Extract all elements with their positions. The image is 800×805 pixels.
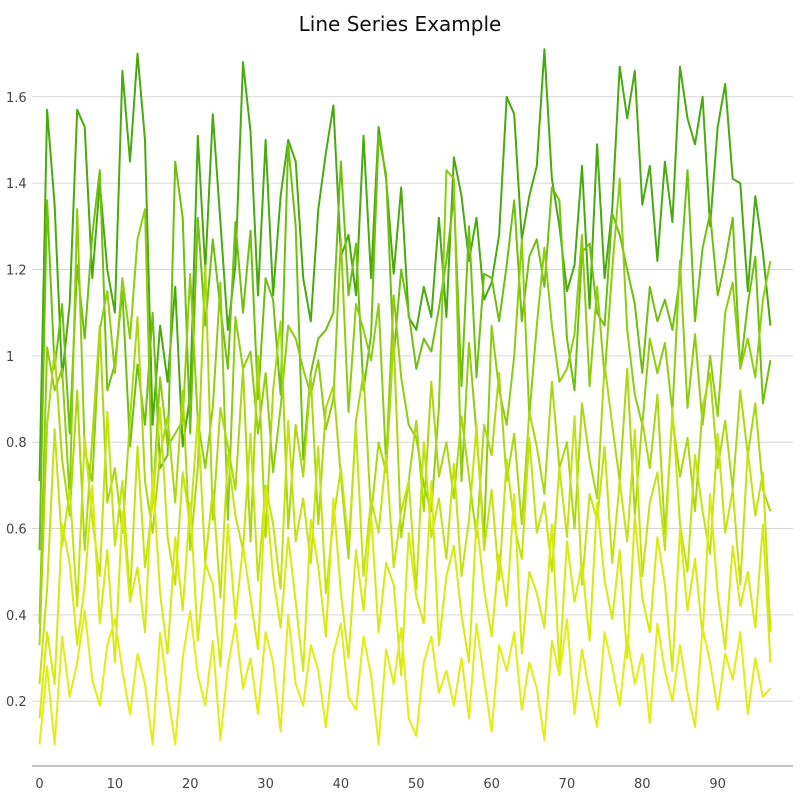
x-tick-label: 60 xyxy=(483,777,500,792)
y-tick-label: 1.2 xyxy=(6,264,27,279)
series-line-7 xyxy=(38,609,772,746)
y-axis-ticks: 0.2 0.4 0.6 0.8 1 1.2 1.4 1.6 xyxy=(6,91,27,710)
x-tick-label: 30 xyxy=(257,777,274,792)
series-line-6 xyxy=(38,471,772,719)
series-line-3 xyxy=(38,169,772,624)
series-lines xyxy=(38,48,772,746)
x-tick-label: 90 xyxy=(709,777,726,792)
x-axis-ticks: 0 10 20 30 40 50 60 70 80 90 xyxy=(35,777,726,792)
y-tick-label: 1 xyxy=(6,350,14,365)
x-tick-label: 50 xyxy=(408,777,425,792)
x-tick-label: 80 xyxy=(634,777,651,792)
x-tick-label: 20 xyxy=(182,777,199,792)
x-tick-label: 70 xyxy=(559,777,576,792)
y-tick-label: 0.6 xyxy=(6,523,27,538)
x-tick-label: 10 xyxy=(107,777,124,792)
y-tick-label: 0.2 xyxy=(6,695,27,710)
x-tick-label: 40 xyxy=(333,777,350,792)
y-tick-label: 1.6 xyxy=(6,91,27,106)
series-line-5 xyxy=(38,406,772,685)
y-tick-label: 1.4 xyxy=(6,177,27,192)
series-line-4 xyxy=(38,264,772,646)
series-line-2 xyxy=(38,134,772,551)
x-tick-label: 0 xyxy=(35,777,43,792)
y-tick-label: 0.8 xyxy=(6,436,27,451)
series-line-1 xyxy=(38,48,772,482)
chart-title: Line Series Example xyxy=(298,12,502,36)
y-tick-label: 0.4 xyxy=(6,609,27,624)
